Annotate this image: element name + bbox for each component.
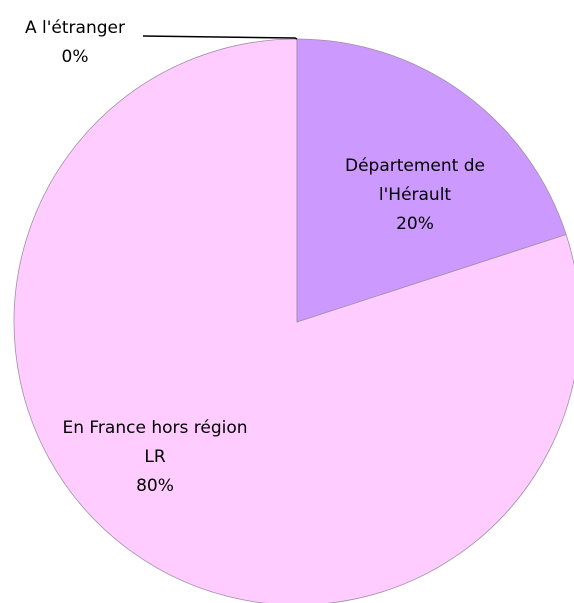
value-label: 0% [61,47,89,67]
slice-label: En France hors région LR 80% [60,414,250,501]
category-name: A l'étranger [25,18,125,38]
slice-label: A l'étranger 0% [0,14,150,72]
category-name: En France hors région LR [62,418,248,467]
value-label: 20% [396,214,434,234]
leader-line [142,35,298,40]
slice-label: Département de l'Hérault 20% [320,152,510,239]
pie-slice [13,38,574,603]
value-label: 80% [136,476,174,496]
category-name: Département de l'Hérault [345,156,485,205]
pie-slice [296,38,567,323]
